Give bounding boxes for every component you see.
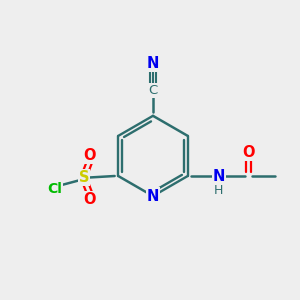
Text: O: O (84, 148, 96, 163)
Text: N: N (147, 56, 159, 71)
Text: Cl: Cl (47, 182, 62, 196)
Text: S: S (79, 170, 89, 185)
Text: C: C (148, 84, 158, 97)
Text: H: H (214, 184, 224, 197)
Text: N: N (213, 169, 225, 184)
Text: O: O (84, 192, 96, 207)
Text: O: O (242, 145, 255, 160)
Text: N: N (147, 189, 159, 204)
